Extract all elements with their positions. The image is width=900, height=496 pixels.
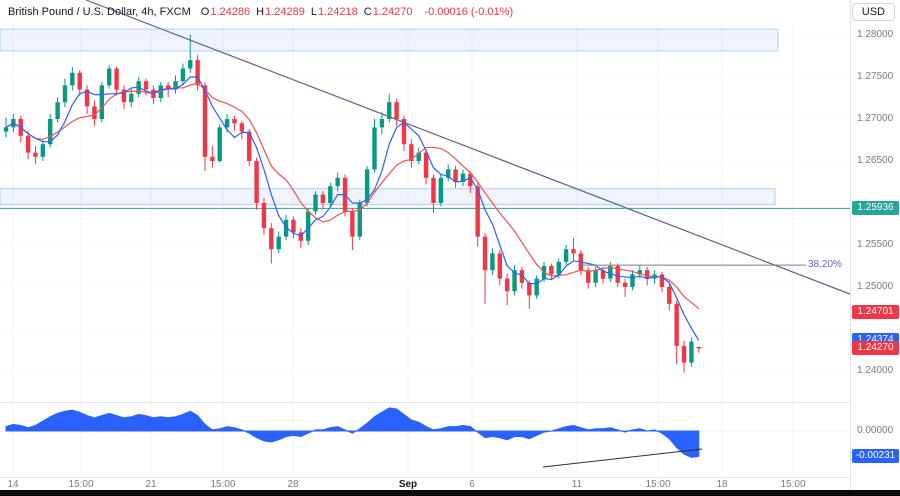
ohlc-low-value: 1.24218 (317, 6, 358, 18)
price-change: -0.00016 (-0.01%) (424, 6, 514, 18)
ohlc-close-label: C (363, 6, 372, 18)
time-axis-label: 15:00 (68, 479, 94, 490)
oscillator-trendline[interactable] (542, 448, 703, 468)
price-axis-label: 1.28000 (857, 29, 894, 40)
price-badge[interactable]: 1.25936 (852, 201, 899, 216)
time-axis-label: 21 (145, 479, 157, 490)
time-axis-label: 15:00 (645, 479, 671, 490)
ohlc-high-label: H (256, 6, 265, 18)
time-axis-label: 15:00 (780, 479, 806, 490)
price-badge[interactable]: 1.24270 (852, 341, 899, 356)
ohlc-open-value: 1.24286 (210, 6, 251, 18)
symbol-title[interactable]: British Pound / U.S. Dollar, 4h, FXCM (8, 6, 191, 18)
time-axis[interactable]: 14 15:00 21 15:00 28 Sep 6 11 15:00 18 15:00 (0, 477, 900, 491)
gridlines (0, 24, 850, 477)
time-axis-label: 15:00 (210, 479, 236, 490)
descending-trendline[interactable] (85, 0, 855, 296)
ohlc-close-value: 1.24270 (372, 6, 413, 18)
bottom-bar (0, 490, 900, 496)
time-axis-label: 6 (469, 479, 475, 490)
price-axis-label: 1.24000 (857, 365, 894, 376)
time-axis-label: 18 (716, 479, 728, 490)
supply-demand-zone[interactable] (0, 28, 779, 52)
time-axis-label: 11 (571, 479, 583, 490)
oscillator-area[interactable] (5, 407, 700, 458)
ohlc-open-label: O (200, 6, 210, 18)
price-axis-label: 1.27500 (857, 71, 894, 82)
price-axis-label: 1.25000 (857, 281, 894, 292)
time-axis-label: 14 (7, 479, 19, 490)
price-badge[interactable]: 1.24701 (852, 305, 899, 320)
time-axis-label: Sep (398, 479, 418, 490)
oscillator-value-badge[interactable]: -0.00231 (852, 449, 899, 464)
ohlc-high-value: 1.24289 (265, 6, 305, 18)
candlestick-series (3, 35, 701, 373)
ma-fast-line[interactable] (5, 76, 700, 341)
currency-button[interactable]: USD (851, 3, 895, 21)
price-axis-label: 1.26500 (857, 155, 894, 166)
ohlc-low-label: L (310, 6, 317, 18)
oscillator-zero-label: 0.00000 (857, 425, 894, 436)
time-axis-label: 28 (287, 479, 299, 490)
ohlc-readout: O 1.24286 H 1.24289 L 1.24218 C 1.24270 -0.0… (201, 6, 513, 18)
price-axis[interactable]: 1.28000 1.27500 1.27000 1.26500 1.25500 1.250… (850, 0, 900, 490)
price-axis-label: 1.27000 (857, 113, 894, 124)
price-axis-label: 1.25500 (857, 239, 894, 250)
main-pane[interactable] (0, 28, 850, 373)
fib-retracement-label[interactable]: 38.20% (808, 259, 842, 271)
supply-demand-zone[interactable] (0, 188, 776, 206)
